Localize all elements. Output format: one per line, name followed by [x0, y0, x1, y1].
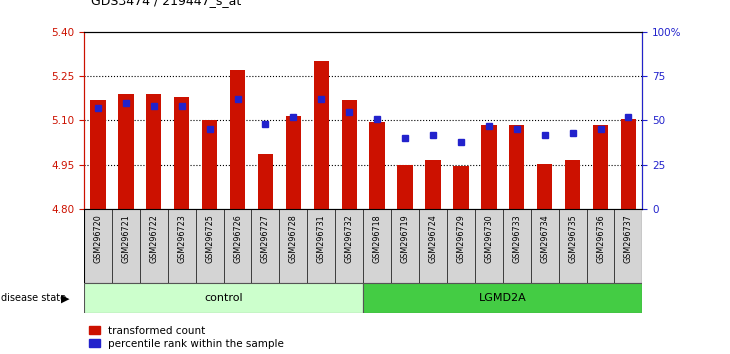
Text: GSM296736: GSM296736: [596, 214, 605, 263]
Text: GSM296723: GSM296723: [177, 214, 186, 263]
Bar: [258, 154, 273, 209]
Text: GSM296737: GSM296737: [624, 214, 633, 263]
Bar: [481, 125, 496, 209]
Bar: [509, 125, 524, 209]
Text: GSM296725: GSM296725: [205, 214, 214, 263]
Text: GSM296730: GSM296730: [484, 214, 493, 263]
Text: GSM296732: GSM296732: [345, 214, 354, 263]
Text: control: control: [204, 293, 243, 303]
Text: GSM296720: GSM296720: [93, 214, 102, 263]
Bar: [91, 100, 106, 209]
Text: LGMD2A: LGMD2A: [479, 293, 526, 303]
Bar: [620, 119, 636, 209]
Text: GSM296726: GSM296726: [233, 214, 242, 263]
Bar: [230, 70, 245, 209]
Bar: [202, 120, 218, 209]
Text: GSM296734: GSM296734: [540, 214, 549, 263]
Bar: [565, 160, 580, 209]
Text: disease state: disease state: [1, 293, 69, 303]
Bar: [426, 160, 441, 209]
Text: GSM296722: GSM296722: [149, 214, 158, 263]
Text: GSM296729: GSM296729: [456, 214, 466, 263]
Bar: [593, 125, 608, 209]
Legend: transformed count, percentile rank within the sample: transformed count, percentile rank withi…: [89, 326, 284, 349]
Text: GSM296728: GSM296728: [289, 214, 298, 263]
Text: GSM296721: GSM296721: [121, 214, 131, 263]
Bar: [453, 166, 469, 209]
Text: ▶: ▶: [61, 293, 69, 303]
Text: GSM296733: GSM296733: [512, 214, 521, 263]
Bar: [364, 283, 642, 313]
Text: GSM296727: GSM296727: [261, 214, 270, 263]
Bar: [314, 61, 329, 209]
Text: GSM296724: GSM296724: [429, 214, 437, 263]
Bar: [84, 283, 364, 313]
Text: GSM296731: GSM296731: [317, 214, 326, 263]
Bar: [285, 116, 301, 209]
Bar: [118, 94, 134, 209]
Bar: [174, 97, 189, 209]
Bar: [537, 164, 553, 209]
Text: GSM296735: GSM296735: [568, 214, 577, 263]
Bar: [397, 165, 412, 209]
Text: GSM296718: GSM296718: [372, 214, 382, 263]
Text: GSM296719: GSM296719: [401, 214, 410, 263]
Text: GDS3474 / 219447_s_at: GDS3474 / 219447_s_at: [91, 0, 242, 7]
Bar: [342, 100, 357, 209]
Bar: [146, 94, 161, 209]
Bar: [369, 122, 385, 209]
